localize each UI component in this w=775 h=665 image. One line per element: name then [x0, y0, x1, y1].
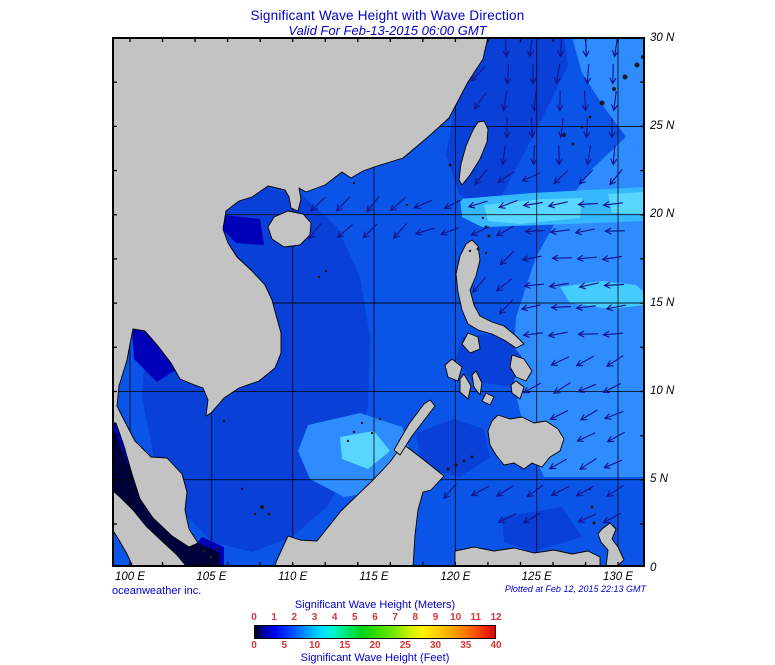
- legend-meter-tick: 0: [251, 612, 257, 623]
- legend-feet-tick: 15: [339, 640, 351, 651]
- legend-meter-tick: 8: [412, 612, 419, 623]
- legend-meter-tick: 3: [311, 612, 318, 623]
- legend-feet-tick: 30: [429, 640, 442, 651]
- lon-label: 120 E: [440, 571, 471, 583]
- lat-label: 20 N: [650, 208, 675, 221]
- lon-label: 100 E: [114, 571, 146, 583]
- lon-label: 110 E: [278, 571, 308, 583]
- legend-feet-ticks: 0 5 10 15 20 25 30 35 40: [251, 640, 501, 652]
- legend-meter-tick: 10: [450, 612, 462, 623]
- lon-label: 125 E: [521, 571, 552, 583]
- chart-subtitle: Valid For Feb-13-2015 06:00 GMT: [288, 23, 487, 38]
- legend-title-feet: Significant Wave Height (Feet): [300, 652, 450, 664]
- legend-meter-tick: 9: [432, 612, 439, 623]
- lat-label: 10 N: [650, 384, 675, 397]
- credit-text: oceanweather inc.: [112, 585, 202, 597]
- lat-label: 0: [650, 561, 657, 574]
- legend-meter-tick: 1: [271, 612, 277, 623]
- legend-feet-tick: 5: [281, 640, 288, 651]
- lat-label: 15 N: [650, 296, 675, 309]
- legend-meter-ticks: 0 1 2 3 4 5 6 7 8 9 10 11 12: [251, 612, 501, 624]
- legend-colorbar: [254, 625, 496, 639]
- legend-feet-tick: 40: [490, 640, 502, 651]
- legend-meter-tick: 11: [470, 612, 482, 623]
- legend-feet-tick: 25: [399, 640, 411, 651]
- map-area: [111, 36, 645, 568]
- legend-meter-tick: 7: [392, 612, 398, 623]
- lon-label: 115 E: [359, 571, 389, 583]
- legend-feet-tick: 35: [460, 640, 472, 651]
- lat-label: 30 N: [650, 31, 675, 44]
- legend-feet-tick: 0: [251, 640, 257, 651]
- legend-title-meters: Significant Wave Height (Meters): [294, 599, 456, 611]
- legend-meter-tick: 5: [352, 612, 358, 623]
- legend-feet-tick: 20: [369, 640, 381, 651]
- lon-label: 130 E: [602, 571, 634, 583]
- lon-label: 105 E: [196, 571, 227, 583]
- lat-label: 5 N: [650, 473, 668, 486]
- wave-map-svg: [111, 36, 645, 568]
- lat-label: 25 N: [650, 119, 675, 132]
- legend-meter-tick: 2: [291, 612, 298, 623]
- chart-title: Significant Wave Height with Wave Direct…: [250, 8, 525, 23]
- plotted-timestamp: Plotted at Feb 12, 2015 22:13 GMT: [504, 584, 646, 594]
- legend-feet-tick: 10: [308, 640, 321, 651]
- legend-meter-tick: 4: [331, 612, 338, 623]
- legend-meter-tick: 12: [490, 612, 502, 623]
- legend-meter-tick: 6: [372, 612, 378, 623]
